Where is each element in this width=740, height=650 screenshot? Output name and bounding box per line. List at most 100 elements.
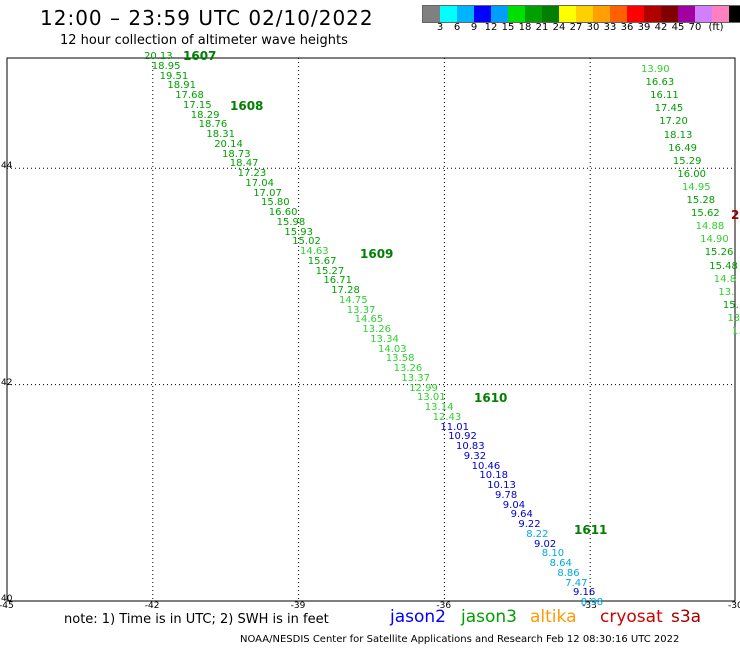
wave-height-value: 14.65 [354, 314, 384, 326]
wave-height-value: 12.43 [432, 411, 462, 423]
legend-label: 24 [552, 22, 566, 33]
color-scale-legend [422, 5, 740, 23]
wave-height-value: 17.20 [659, 116, 688, 128]
legend-label: 42 [654, 22, 668, 33]
wave-height-value: 15. [722, 299, 739, 311]
lon-label: -30 [728, 601, 740, 611]
legend-label: 3 [436, 22, 444, 33]
wave-height-value: 15.80 [261, 197, 290, 209]
wave-height-value: 18.73 [222, 148, 251, 160]
wave-height-value: 17.04 [245, 177, 275, 189]
legend-swatch [542, 6, 559, 22]
wave-height-value: 10.18 [479, 470, 509, 482]
wave-height-value: 12.99 [409, 382, 438, 394]
legend-label: 45 [671, 22, 685, 33]
wave-height-value: 16.11 [650, 90, 679, 102]
wave-height-value: 14.63 [300, 246, 329, 257]
wave-height-value: 18.91 [167, 80, 197, 92]
wave-height-value: 9.04 [502, 499, 526, 511]
wave-height-value: 17.15 [183, 99, 212, 111]
lat-label: 40 [1, 594, 13, 604]
wave-height-value: 15.27 [315, 265, 345, 277]
wave-height-value: 13.34 [370, 333, 399, 345]
cycle-label: 1609 [360, 247, 394, 261]
wave-height-value: 18.31 [206, 129, 236, 140]
legend-label: 6 [453, 22, 461, 33]
cycle-label: 2 [731, 208, 740, 222]
wave-height-value: 17.28 [331, 285, 360, 296]
wave-height-value: 17.68 [175, 90, 204, 101]
satellite-label-cryosat: cryosat [600, 607, 663, 627]
wave-height-value: 17.45 [654, 103, 684, 115]
legend-swatch [576, 6, 593, 22]
satellite-label-s3a: s3a [671, 607, 702, 627]
wave-height-value: 13.14 [424, 402, 454, 413]
wave-height-value: 14.95 [681, 181, 711, 193]
wave-height-value: 15.93 [284, 226, 314, 238]
wave-height-value: 14.75 [339, 294, 368, 306]
legend-swatch [440, 6, 457, 22]
map-subtitle: 12 hour collection of altimeter wave hei… [60, 33, 348, 48]
wave-height-value: 16.00 [677, 168, 707, 180]
legend-swatch [644, 6, 661, 22]
wave-height-value: 8.98 [580, 597, 604, 608]
legend-swatch [508, 6, 525, 22]
grid-lines [7, 58, 735, 601]
wave-height-value: 15.02 [292, 236, 321, 248]
legend-swatch [610, 6, 627, 22]
legend-swatch [491, 6, 508, 22]
wave-height-value: 13. [718, 286, 735, 298]
wave-height-value: 18.95 [151, 60, 181, 72]
wave-height-value: 10.83 [456, 441, 485, 452]
legend-label: 27 [569, 22, 583, 33]
legend-label: 39 [637, 22, 651, 33]
legend-label: 15 [501, 22, 515, 33]
wave-height-value: 14.90 [700, 234, 729, 246]
legend-swatch [423, 6, 440, 22]
wave-height-value: 10.92 [448, 431, 477, 443]
satellite-label-altika: altika [530, 607, 577, 627]
wave-height-value: 1. [732, 326, 740, 337]
wave-height-value: 17.07 [253, 187, 282, 199]
wave-height-value: 15.29 [672, 155, 702, 167]
legend-swatch [627, 6, 644, 22]
wave-height-value: 9.16 [573, 587, 596, 599]
cycle-label: 1608 [230, 99, 264, 113]
lon-label: -42 [144, 601, 160, 611]
wave-height-value: 16.49 [668, 142, 697, 154]
legend-swatch [593, 6, 610, 22]
legend-label: 9 [470, 22, 478, 33]
lon-label: -39 [290, 601, 306, 611]
wave-height-value: 7.47 [565, 577, 588, 589]
legend-swatch [678, 6, 695, 22]
wave-height-value: 15.48 [709, 260, 738, 272]
legend-label: 18 [518, 22, 532, 33]
legend-label: (ft) [708, 22, 724, 33]
wave-height-value: 15.67 [307, 255, 337, 267]
legend-label: 12 [484, 22, 498, 33]
wave-height-value: 9.78 [495, 489, 518, 501]
wave-height-value: 13.01 [417, 392, 446, 404]
lon-label: -33 [582, 601, 597, 611]
legend-swatch [729, 6, 740, 22]
wave-height-value: 9.22 [518, 519, 541, 530]
legend-swatch [661, 6, 678, 22]
legend-label: 21 [535, 22, 549, 33]
wave-height-value: 13.26 [393, 363, 423, 374]
wave-height-value: 18.47 [229, 158, 259, 170]
wave-height-value: 14.88 [695, 221, 725, 233]
wave-height-value: 13.37 [401, 372, 431, 384]
wave-height-value: 13.90 [641, 64, 670, 75]
wave-height-value: 9.64 [510, 509, 533, 521]
wave-height-value: 9.02 [534, 538, 557, 550]
legend-swatch [474, 6, 491, 22]
legend-swatch [525, 6, 542, 22]
cycle-label: 1610 [474, 391, 508, 405]
legend-label: 36 [620, 22, 634, 33]
wave-height-value: 13.26 [362, 324, 392, 335]
cycle-label: 1611 [574, 523, 608, 537]
satellite-label-jason3: jason3 [461, 607, 517, 627]
lat-label: 42 [1, 377, 13, 388]
wave-height-value: 8.86 [557, 567, 580, 579]
